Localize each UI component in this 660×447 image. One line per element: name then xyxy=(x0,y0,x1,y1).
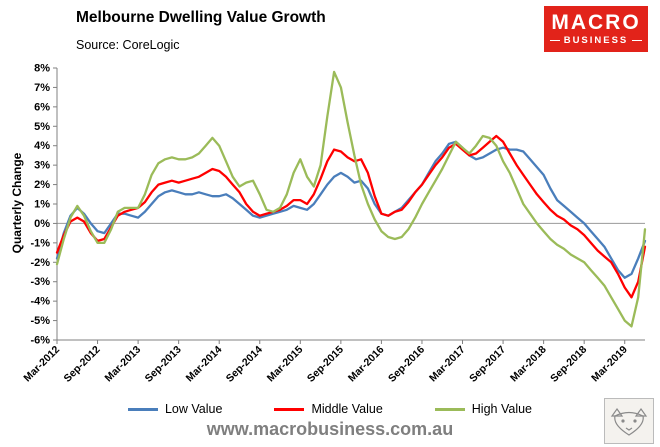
y-tick-label: 2% xyxy=(34,179,50,191)
x-tick-label: Sep-2018 xyxy=(548,344,589,385)
y-tick-label: -5% xyxy=(30,315,50,327)
series-line-low-value xyxy=(55,140,647,279)
y-tick-label: 5% xyxy=(34,121,50,133)
x-tick-label: Mar-2016 xyxy=(346,344,387,385)
x-tick-label: Mar-2017 xyxy=(427,344,468,385)
chart-source: Source: CoreLogic xyxy=(76,38,180,52)
x-tick-label: Sep-2015 xyxy=(305,344,346,385)
series-line-middle-value xyxy=(55,134,647,299)
y-tick-label: 8% xyxy=(34,63,50,75)
x-tick-label: Sep-2013 xyxy=(143,344,184,385)
logo-rule-left xyxy=(550,40,560,41)
macrobusiness-logo: MACRO BUSINESS xyxy=(544,6,648,52)
y-tick-label: -3% xyxy=(30,276,50,288)
y-tick-label: -2% xyxy=(30,257,50,269)
x-tick-label: Mar-2012 xyxy=(21,344,62,385)
y-tick-label: -1% xyxy=(30,237,50,249)
x-tick-label: Mar-2013 xyxy=(103,344,144,385)
x-tick-label: Mar-2019 xyxy=(589,344,630,385)
y-tick-label: 3% xyxy=(34,160,50,172)
watermark-url: www.macrobusiness.com.au xyxy=(206,419,454,439)
legend-swatch-middle-value xyxy=(274,407,305,411)
legend-swatch-low-value xyxy=(127,407,158,411)
y-tick-label: 0% xyxy=(34,218,50,230)
legend-label-low-value: Low Value xyxy=(164,402,223,416)
chart-legend: Low Value Middle Value High Value xyxy=(0,402,660,416)
y-tick-label: 7% xyxy=(34,82,50,94)
logo-business-text: BUSINESS xyxy=(563,35,629,46)
legend-item-middle-value: Middle Value xyxy=(274,402,383,416)
legend-label-high-value: High Value xyxy=(471,402,533,416)
chart-title: Melbourne Dwelling Value Growth xyxy=(76,9,326,26)
series-line-high-value xyxy=(55,70,647,328)
y-tick-label: 4% xyxy=(34,140,50,152)
legend-item-low-value: Low Value xyxy=(127,402,223,416)
x-tick-label: Mar-2018 xyxy=(508,344,549,385)
wolf-stamp-logo xyxy=(604,398,654,444)
logo-business-row: BUSINESS xyxy=(550,35,642,46)
x-tick-label: Sep-2014 xyxy=(224,344,265,385)
x-tick-label: Sep-2012 xyxy=(62,344,103,385)
legend-item-high-value: High Value xyxy=(434,402,533,416)
x-tick-label: Sep-2017 xyxy=(467,344,508,385)
logo-rule-right xyxy=(632,40,642,41)
legend-swatch-high-value xyxy=(434,407,465,411)
x-tick-label: Sep-2016 xyxy=(386,344,427,385)
y-tick-label: 6% xyxy=(34,101,50,113)
x-tick-label: Mar-2014 xyxy=(184,344,225,385)
y-tick-label: -4% xyxy=(30,296,50,308)
y-tick-label: 1% xyxy=(34,199,50,211)
wolf-stamp-image xyxy=(610,407,648,436)
x-tick-label: Mar-2015 xyxy=(265,344,306,385)
legend-label-middle-value: Middle Value xyxy=(311,402,383,416)
y-tick-label: -6% xyxy=(30,335,50,347)
logo-macro-text: MACRO xyxy=(551,11,641,34)
